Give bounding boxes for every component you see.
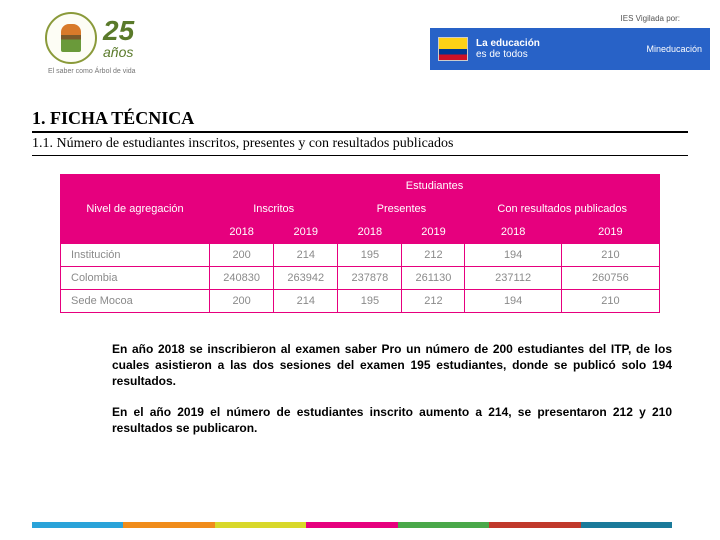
row-label: Institución [61,244,210,267]
table-row: Sede Mocoa 200 214 195 212 194 210 [61,290,660,313]
description-paragraph-2: En el año 2019 el número de estudiantes … [112,404,672,436]
stripe-segment [581,522,672,528]
gov-slogan-line2: es de todos [476,49,638,60]
logo-years: años [103,45,134,59]
cell: 210 [561,244,659,267]
row-label: Sede Mocoa [61,290,210,313]
description-paragraph-1: En año 2018 se inscribieron al examen sa… [112,341,672,390]
cell: 194 [465,244,561,267]
cell: 195 [338,244,402,267]
table-head: Nivel de agregación Estudiantes Inscrito… [61,175,660,244]
cell: 194 [465,290,561,313]
col-presentes: Presentes [338,198,465,221]
cell: 210 [561,290,659,313]
gov-banner: La educación es de todos Mineducación [430,28,710,70]
cell: 214 [274,244,338,267]
cell: 212 [402,290,465,313]
gov-ministry: Mineducación [646,44,702,54]
institution-logo: 25 años [45,12,134,64]
logo-motto: El saber como Árbol de vida [48,68,136,75]
col-year: 2019 [274,221,338,244]
description-block: En año 2018 se inscribieron al examen sa… [112,341,672,436]
table-row: Institución 200 214 195 212 194 210 [61,244,660,267]
col-year: 2019 [561,221,659,244]
section-subtitle: 1.1. Número de estudiantes inscritos, pr… [32,133,688,156]
cell: 200 [210,290,274,313]
gov-slogan: La educación es de todos [476,38,638,60]
stripe-segment [123,522,214,528]
footer-stripe [32,522,672,528]
stripe-segment [306,522,397,528]
col-year: 2019 [402,221,465,244]
tree-icon [61,24,81,52]
logo-emblem-icon [45,12,97,64]
students-table: Nivel de agregación Estudiantes Inscrito… [60,174,660,313]
cell: 237878 [338,267,402,290]
gov-supervised-label: IES Vigilada por: [621,14,680,23]
stripe-segment [398,522,489,528]
cell: 195 [338,290,402,313]
col-year: 2018 [465,221,561,244]
col-publicados: Con resultados publicados [465,198,660,221]
stripe-segment [489,522,580,528]
header: 25 años El saber como Árbol de vida IES … [0,0,720,90]
section-title: 1. FICHA TÉCNICA [32,108,688,133]
cell: 212 [402,244,465,267]
col-year: 2018 [210,221,274,244]
table-row: Colombia 240830 263942 237878 261130 237… [61,267,660,290]
cell: 261130 [402,267,465,290]
stripe-segment [215,522,306,528]
colombia-flag-icon [438,37,468,61]
gov-slogan-line1: La educación [476,38,638,49]
col-aggregation: Nivel de agregación [61,175,210,244]
logo-text: 25 años [103,17,134,59]
cell: 200 [210,244,274,267]
cell: 263942 [274,267,338,290]
cell: 237112 [465,267,561,290]
row-label: Colombia [61,267,210,290]
col-students: Estudiantes [210,175,660,198]
table-header-row-1: Nivel de agregación Estudiantes [61,175,660,198]
table-body: Institución 200 214 195 212 194 210 Colo… [61,244,660,313]
cell: 240830 [210,267,274,290]
cell: 260756 [561,267,659,290]
col-year: 2018 [338,221,402,244]
cell: 214 [274,290,338,313]
content-area: 1. FICHA TÉCNICA 1.1. Número de estudian… [0,108,720,436]
col-inscritos: Inscritos [210,198,338,221]
logo-number: 25 [103,17,134,45]
stripe-segment [32,522,123,528]
